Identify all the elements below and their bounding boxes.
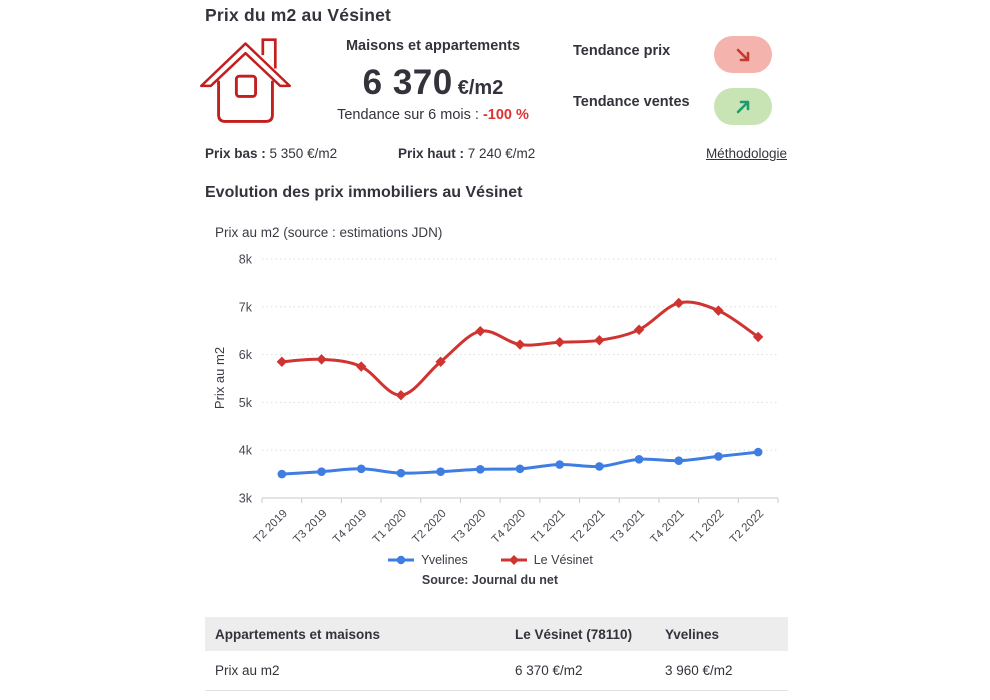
legend-marker-diamond-icon [500,555,527,565]
prix-haut-label: Prix haut : [398,146,465,161]
svg-text:T2 2021: T2 2021 [569,508,607,546]
price-value: 6 370 [362,63,453,102]
legend-marker-circle-icon [388,555,415,565]
methodologie-link[interactable]: Méthodologie [705,146,787,161]
price-chart[interactable]: 3k 4k 5k 6k 7k 8k T2 2019 T3 2019 T4 2019 T1 2020… [190,240,790,548]
table-header-le-vesinet: Le Vésinet (78110) [505,617,655,651]
table-row: Prix au m2 6 370 €/m2 3 960 €/m2 [205,651,788,691]
table-header-yvelines: Yvelines [655,617,788,651]
svg-text:7k: 7k [239,300,253,314]
price-table: Appartements et maisons Le Vésinet (7811… [205,617,788,691]
chart-legend: Yvelines Le Vésinet [190,553,790,567]
tendance-ventes-label: Tendance ventes [573,94,690,110]
svg-text:3k: 3k [239,492,253,506]
price-unit: €/m2 [457,77,504,99]
table-cell-le-vesinet-price: 6 370 €/m2 [505,651,655,691]
legend-label-le-vesinet: Le Vésinet [533,553,593,567]
svg-text:5k: 5k [239,396,253,410]
chart-grid: 3k 4k 5k 6k 7k 8k T2 2019 T3 2019 T4 2019 T1 2020… [239,253,779,546]
svg-text:6k: 6k [239,348,253,362]
table-cell-yvelines-price: 3 960 €/m2 [655,651,788,691]
svg-text:T1 2022: T1 2022 [688,508,726,546]
tendance-prix-badge [714,36,772,73]
svg-text:T4 2020: T4 2020 [490,508,528,546]
svg-text:T4 2021: T4 2021 [649,508,687,546]
chart-y-axis-label: Prix au m2 [212,347,227,409]
svg-text:T1 2021: T1 2021 [529,508,567,546]
chart-series [276,297,764,479]
prix-bas: Prix bas : 5 350 €/m2 [205,146,337,161]
svg-text:T3 2019: T3 2019 [291,508,329,546]
svg-text:T4 2019: T4 2019 [331,508,369,546]
page-title: Prix du m2 au Vésinet [205,5,392,25]
tendance-prix-label: Tendance prix [573,43,671,59]
tendance-ventes-badge [714,88,772,125]
prix-bas-value: 5 350 €/m2 [265,146,338,161]
trend-note: Tendance sur 6 mois : -100 % [303,107,563,123]
prix-haut-value: 7 240 €/m2 [464,146,536,161]
legend-label-yvelines: Yvelines [421,553,468,567]
svg-text:T3 2020: T3 2020 [450,508,488,546]
price-row: 6 370 €/m2 [303,63,563,103]
house-icon [197,32,294,137]
trend-percent: -100 % [482,107,529,123]
section-heading: Evolution des prix immobiliers au Vésine… [205,184,523,201]
trend-note-label: Tendance sur 6 mois : [337,107,483,123]
source-note: Source: Journal du net [421,573,559,587]
price-summary: Maisons et appartements 6 370 €/m2 Tendan… [303,38,563,123]
svg-text:4k: 4k [239,444,253,458]
arrow-up-right-icon [736,100,750,113]
prix-haut: Prix haut : 7 240 €/m2 [398,146,535,161]
table-header-type: Appartements et maisons [205,617,505,651]
svg-text:T2 2022: T2 2022 [728,508,766,546]
svg-text:T3 2021: T3 2021 [609,508,647,546]
legend-item-le-vesinet[interactable]: Le Vésinet [500,553,593,567]
chart-title: Prix au m2 (source : estimations JDN) [215,225,443,240]
svg-text:T1 2020: T1 2020 [371,508,409,546]
prix-bas-label: Prix bas : [205,146,266,161]
property-type-label: Maisons et appartements [345,38,521,54]
arrow-down-right-icon [736,48,750,61]
svg-text:T2 2019: T2 2019 [252,508,290,546]
legend-item-yvelines[interactable]: Yvelines [387,553,468,567]
svg-text:T2 2020: T2 2020 [410,508,448,546]
table-header-row: Appartements et maisons Le Vésinet (7811… [205,617,788,651]
svg-text:8k: 8k [239,253,253,267]
table-cell-label: Prix au m2 [205,651,505,691]
